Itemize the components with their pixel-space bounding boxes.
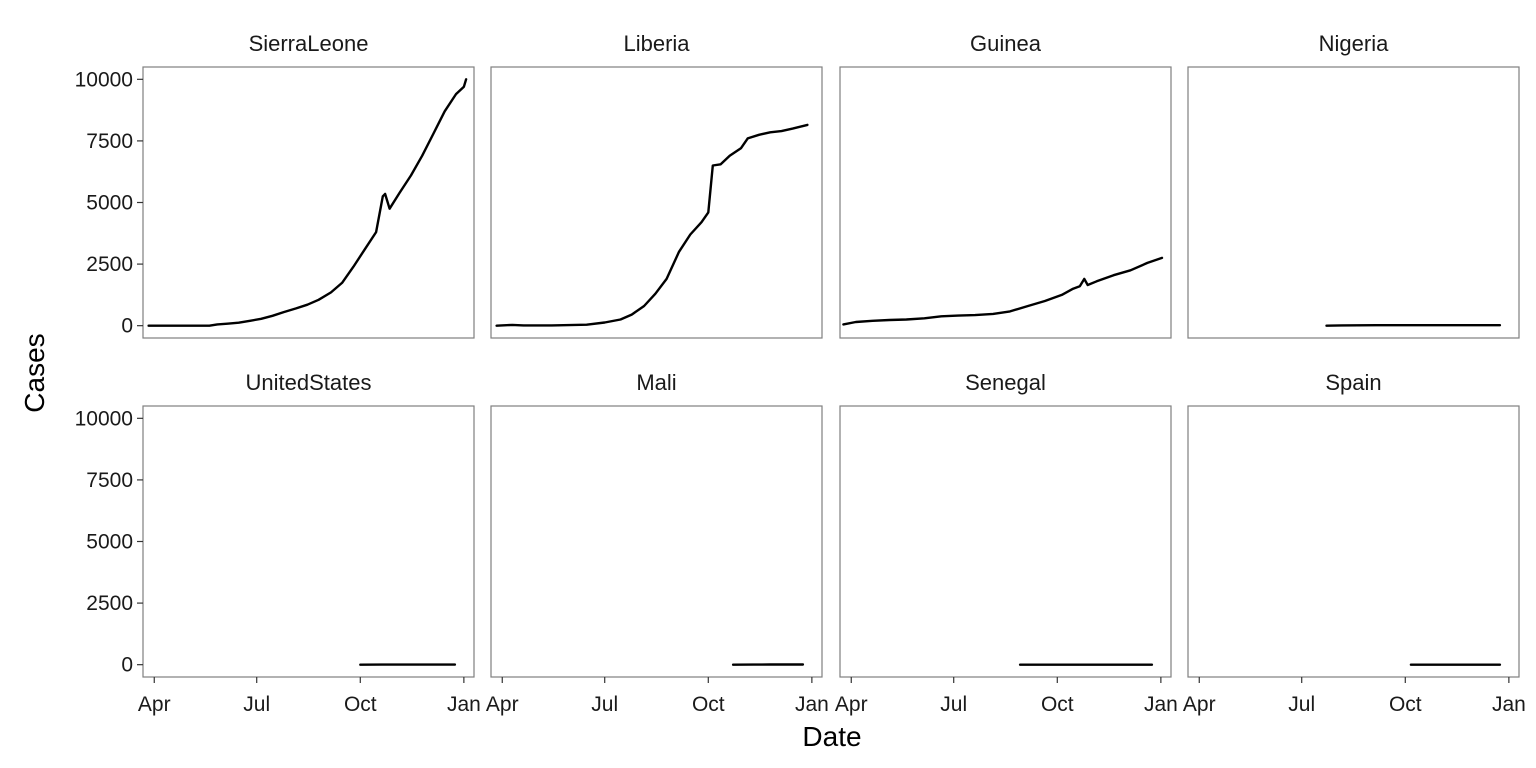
panel-title: Mali [636, 370, 676, 395]
x-tick-label: Jan [447, 693, 481, 716]
x-tick-label: Oct [344, 693, 377, 716]
y-tick-label: 10000 [75, 407, 133, 430]
y-tick-label: 5000 [86, 192, 133, 215]
y-tick-label: 0 [121, 315, 133, 338]
series-line [842, 256, 1164, 326]
x-tick-label: Oct [1041, 693, 1074, 716]
panel-mali: Mali Apr Jul Oct Jan [486, 370, 829, 716]
x-tick-label: Jul [243, 693, 270, 716]
x-tick-label: Jul [591, 693, 618, 716]
x-tick-label: Oct [692, 693, 725, 716]
series-line [147, 78, 468, 327]
panel-title: UnitedStates [246, 370, 372, 395]
facet-panels: SierraLeone 0 2500 5000 7500 10000 Liberia Guin… [75, 31, 1526, 716]
panel-sierraleone: SierraLeone 0 2500 5000 7500 10000 [75, 31, 475, 339]
x-tick-label: Oct [1389, 693, 1422, 716]
x-tick-label: Jul [940, 693, 967, 716]
y-tick-label: 2500 [86, 253, 133, 276]
panel-frame [1187, 405, 1520, 678]
panel-title: Liberia [623, 31, 690, 56]
panel-title: Spain [1325, 370, 1381, 395]
y-tick-label: 10000 [75, 68, 133, 91]
panel-title: Nigeria [1319, 31, 1389, 56]
series-line [1325, 324, 1502, 327]
x-tick-label: Jan [1492, 693, 1526, 716]
panel-frame [490, 66, 823, 339]
panel-nigeria: Nigeria [1187, 31, 1520, 339]
panel-unitedstates: UnitedStates 0 2500 5000 7500 10000 Apr Jul Oct J… [75, 370, 481, 716]
x-tick-label: Jan [795, 693, 829, 716]
panel-frame [1187, 66, 1520, 339]
x-tick-label: Apr [1183, 693, 1216, 716]
y-tick-label: 2500 [86, 592, 133, 615]
y-tick-label: 7500 [86, 469, 133, 492]
x-tick-label: Jan [1144, 693, 1178, 716]
x-axis-title: Date [802, 721, 861, 752]
x-tick-label: Apr [138, 693, 171, 716]
y-tick-label: 0 [121, 654, 133, 677]
x-tick-label: Apr [835, 693, 868, 716]
x-tick-label: Jul [1288, 693, 1315, 716]
y-axis-title: Cases [19, 333, 50, 412]
panel-frame [839, 405, 1172, 678]
panel-frame [839, 66, 1172, 339]
y-tick-label: 7500 [86, 130, 133, 153]
series-line [495, 123, 809, 327]
panel-spain: Spain Apr Jul Oct Jan [1183, 370, 1526, 716]
panel-frame [490, 405, 823, 678]
panel-title: Senegal [965, 370, 1046, 395]
panel-frame [142, 66, 475, 339]
panel-title: Guinea [970, 31, 1042, 56]
y-tick-label: 5000 [86, 531, 133, 554]
panel-title: SierraLeone [249, 31, 369, 56]
x-tick-label: Apr [486, 693, 519, 716]
panel-guinea: Guinea [839, 31, 1172, 339]
panel-senegal: Senegal Apr Jul Oct Jan [835, 370, 1178, 716]
panel-frame [142, 405, 475, 678]
panel-liberia: Liberia [490, 31, 823, 339]
